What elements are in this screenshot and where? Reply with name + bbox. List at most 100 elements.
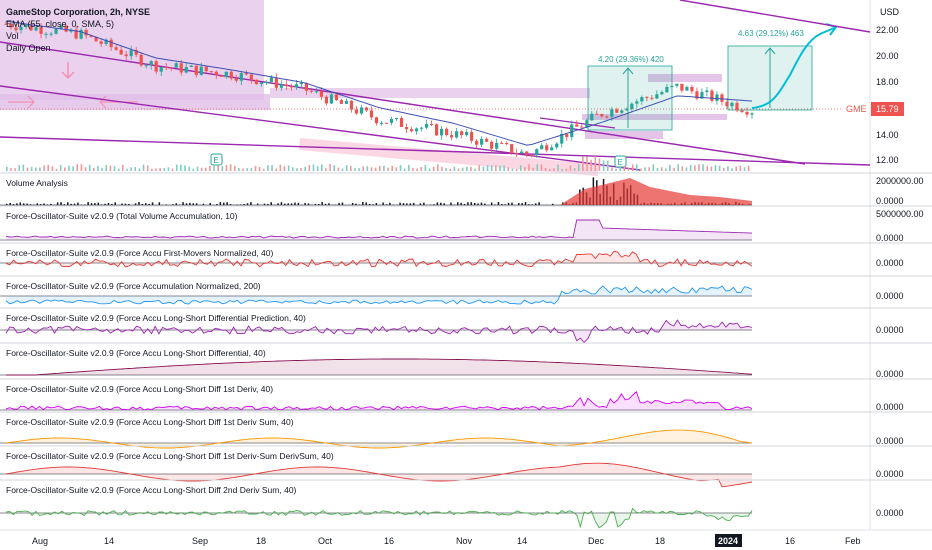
volume-bar [14,168,16,171]
projection-path[interactable] [751,27,835,109]
time-tick: Dec [588,536,605,546]
volume-analysis-bar [94,203,96,205]
price-tick: 12.00 [876,155,899,165]
volume-bar [22,164,25,171]
volume-bar [300,168,302,171]
indicator-pane[interactable]: Force-Oscillator-Suite v2.0.9 (Force Acc… [0,342,932,379]
volume-analysis-bar [307,203,310,205]
candle-body [139,54,143,66]
volume-bar [511,168,514,171]
volume-analysis-bar [63,204,66,205]
trendline-middle[interactable] [0,85,641,171]
indicator-pane[interactable]: Volume Analysis 2000000.00 0.0000 [0,172,932,206]
indicator-pane[interactable]: Force-Oscillator-Suite v2.0.9 (Force Acc… [0,275,932,305]
trendline-lower[interactable] [0,136,871,166]
candle-body [184,67,188,73]
candle-body [284,84,288,86]
candle-body [550,147,554,151]
volume-bar [130,167,132,171]
volume-analysis-bar [209,202,211,205]
indicator-pane[interactable]: Force-Oscillator-Suite v2.0.9 (Force Acc… [0,378,932,412]
volume-analysis-bar [450,202,452,205]
price-pane[interactable]: 4.20 (29.36%) 420 4.63 (29.12%) 463 E E … [0,0,871,177]
volume-bar [47,164,50,171]
volume-bar [246,168,248,171]
volume-bar [192,168,195,171]
candle-body [730,102,734,107]
candle-body [555,143,559,148]
candle-body [229,71,233,79]
volume-bar [722,167,725,171]
candle-body [389,118,394,123]
candle-body [615,109,619,113]
volume-bar [184,165,186,171]
candle-body [625,108,629,111]
indicator-pane[interactable]: Force-Oscillator-Suite v2.0.9 (Total Vol… [0,205,932,243]
indicator-pane[interactable]: Force-Oscillator-Suite v2.0.9 (Force Acc… [0,411,932,449]
volume-bar [333,165,336,171]
candle-body [149,61,153,66]
time-axis[interactable]: Aug 14 Sep 18 Oct 16 Nov 14 Dec 18 2024 … [32,534,861,547]
time-tick-current: 2024 [718,536,738,546]
indicator-pane[interactable]: Force-Oscillator-Suite v2.0.9 (Force Acc… [0,445,932,488]
trendline-short[interactable] [539,117,616,129]
volume-analysis-bar [473,203,476,205]
earnings-marker[interactable] [210,153,223,166]
volume-bar [739,165,742,171]
up-arrow-icon [764,47,776,108]
volume-analysis-bar [504,204,506,205]
volume-analysis-bar [90,203,93,205]
volume-analysis-bar [216,204,218,205]
volume-bar [635,164,638,171]
time-tick: 16 [785,536,795,546]
candle-body [299,82,303,85]
indicator-fill [6,508,752,528]
volume-bar [279,164,282,171]
volume-analysis-bar [172,204,174,205]
indicator-panes[interactable]: Volume Analysis 2000000.00 0.0000 Force-Osc… [0,172,932,529]
volume-bar [258,166,261,171]
volume-bar [287,165,290,171]
candle-body [675,83,679,86]
volume-bar [565,168,568,171]
volume-bar [673,167,675,171]
volume-bar [656,167,659,171]
price-axis[interactable]: USD 22.00 20.00 18.00 14.00 12.00 GME 15… [843,7,904,165]
trendline-upper[interactable] [0,41,806,165]
indicator-pane[interactable]: Force-Oscillator-Suite v2.0.9 (Force Acc… [0,479,932,529]
volume-analysis-bar [436,202,439,205]
volume-bar [366,166,369,171]
volume-analysis-bar [189,202,191,205]
volume-bar [329,164,331,171]
volume-analysis-bar [19,202,22,205]
volume-bar [710,166,713,171]
trendline-top[interactable] [679,0,871,33]
volume-analysis-bar [538,202,540,205]
volume-bar [163,168,166,171]
pane-label: Force-Oscillator-Suite v2.0.9 (Force Acc… [6,313,306,323]
volume-analysis-bar [192,203,194,205]
candle-body [590,113,594,121]
candle-body [129,50,133,57]
volume-bar [138,168,141,171]
volume-analysis-bar [440,202,442,205]
candle-body [239,73,243,81]
volume-analysis-bar [521,203,523,205]
candle-body [329,94,334,104]
indicator-pane[interactable]: Force-Oscillator-Suite v2.0.9 (Force Acc… [0,307,932,344]
candle-body [545,145,549,151]
candle-body [705,90,709,93]
indicator-line [5,219,753,239]
candle-body [264,81,268,83]
volume-area [560,178,752,205]
volume-analysis-bar [423,202,425,205]
volume-bar [72,166,74,171]
indicator-pane[interactable]: Force-Oscillator-Suite v2.0.9 (Force Acc… [0,242,932,268]
candle-body [444,128,449,136]
volume-bar [51,166,54,171]
volume-analysis-bar [148,203,150,205]
candle-body [269,77,273,82]
measure-box-1[interactable] [587,65,673,131]
volume-analysis-bar [70,203,72,205]
